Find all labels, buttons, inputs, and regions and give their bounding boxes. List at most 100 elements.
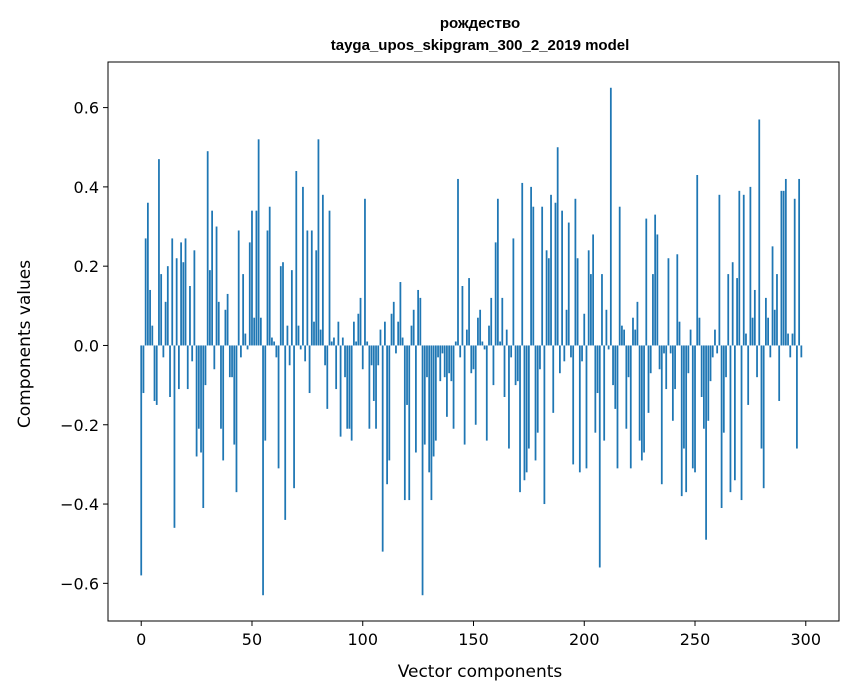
bar-225 xyxy=(638,345,641,441)
bar-282 xyxy=(765,297,767,346)
bar-194 xyxy=(570,345,572,358)
bar-83 xyxy=(324,345,326,366)
bar-209 xyxy=(603,345,606,441)
bar-9 xyxy=(160,274,163,346)
bar-66 xyxy=(286,325,289,346)
bar-242 xyxy=(676,254,679,346)
bar-231 xyxy=(652,274,654,346)
bar-52 xyxy=(255,210,258,346)
bar-43 xyxy=(235,345,238,493)
bar-226 xyxy=(640,345,643,461)
bar-254 xyxy=(702,345,705,429)
bar-227 xyxy=(643,345,645,453)
bar-73 xyxy=(302,186,304,346)
bar-88 xyxy=(335,345,338,390)
bar-51 xyxy=(253,317,256,346)
bar-208 xyxy=(601,274,603,346)
bar-63 xyxy=(279,266,282,346)
bar-252 xyxy=(698,317,701,346)
bar-275 xyxy=(749,186,752,346)
bar-21 xyxy=(186,345,189,390)
bar-262 xyxy=(720,345,723,509)
bar-79 xyxy=(315,250,318,346)
bar-28 xyxy=(202,345,205,509)
bar-123 xyxy=(412,309,415,346)
x-tick-label: 50 xyxy=(242,630,262,649)
bar-49 xyxy=(248,242,251,346)
bar-202 xyxy=(587,250,590,346)
bar-250 xyxy=(694,345,696,473)
bar-125 xyxy=(417,289,420,346)
bar-101 xyxy=(364,198,366,346)
bar-111 xyxy=(386,345,388,485)
bar-134 xyxy=(437,345,439,358)
y-tick-label: −0.4 xyxy=(60,495,99,514)
bar-69 xyxy=(293,345,295,489)
x-tick-label: 100 xyxy=(347,630,378,649)
bar-163 xyxy=(501,297,504,346)
bar-273 xyxy=(745,333,747,346)
bar-293 xyxy=(789,345,792,358)
bar-129 xyxy=(426,345,428,378)
bar-290 xyxy=(782,190,785,346)
bar-86 xyxy=(330,341,333,346)
bar-256 xyxy=(707,345,710,421)
x-axis-ticks: 0 50 100 150 200 250 300 xyxy=(136,621,821,649)
bar-35 xyxy=(217,301,220,346)
bar-119 xyxy=(403,345,406,501)
bar-61 xyxy=(275,345,278,358)
bar-117 xyxy=(399,282,402,346)
bar-3 xyxy=(146,202,149,346)
bar-54 xyxy=(259,317,262,346)
bar-246 xyxy=(685,345,688,493)
bar-127 xyxy=(421,345,424,596)
bar-199 xyxy=(581,345,583,362)
bar-70 xyxy=(295,171,298,346)
bar-173 xyxy=(523,345,526,481)
bar-80 xyxy=(317,139,320,346)
bar-172 xyxy=(521,182,524,346)
bar-102 xyxy=(366,341,369,346)
bar-113 xyxy=(390,313,393,346)
bar-74 xyxy=(304,345,307,362)
bar-164 xyxy=(503,345,506,397)
bar-162 xyxy=(499,341,501,346)
bar-75 xyxy=(306,230,309,346)
x-tick-label: 300 xyxy=(790,630,821,649)
x-tick-label: 150 xyxy=(458,630,489,649)
bar-232 xyxy=(654,214,657,346)
bar-20 xyxy=(184,238,187,346)
bar-85 xyxy=(328,210,331,346)
bar-240 xyxy=(671,345,674,421)
bar-40 xyxy=(228,345,231,378)
bar-298 xyxy=(800,345,803,358)
bar-220 xyxy=(627,345,630,378)
bar-65 xyxy=(284,345,287,520)
x-axis-label: Vector components xyxy=(398,662,563,682)
bar-155 xyxy=(483,345,486,350)
bar-100 xyxy=(361,345,364,370)
bar-132 xyxy=(432,345,435,457)
bar-30 xyxy=(206,151,209,346)
bar-27 xyxy=(200,345,202,453)
bar-260 xyxy=(716,345,719,354)
bar-82 xyxy=(321,194,324,346)
bar-152 xyxy=(477,317,479,346)
bar-289 xyxy=(780,190,783,346)
bar-294 xyxy=(791,333,794,346)
bar-131 xyxy=(430,345,433,501)
bar-180 xyxy=(539,345,541,370)
bar-47 xyxy=(244,333,247,346)
bar-157 xyxy=(488,325,490,346)
bar-148 xyxy=(468,278,470,346)
bar-205 xyxy=(594,345,597,433)
bar-170 xyxy=(516,345,519,382)
bar-283 xyxy=(767,317,769,346)
bar-195 xyxy=(572,345,575,465)
bar-42 xyxy=(233,345,236,445)
bar-214 xyxy=(614,345,617,409)
bar-174 xyxy=(525,345,528,473)
bar-287 xyxy=(776,274,778,346)
bar-239 xyxy=(669,345,672,354)
bar-190 xyxy=(561,210,563,346)
